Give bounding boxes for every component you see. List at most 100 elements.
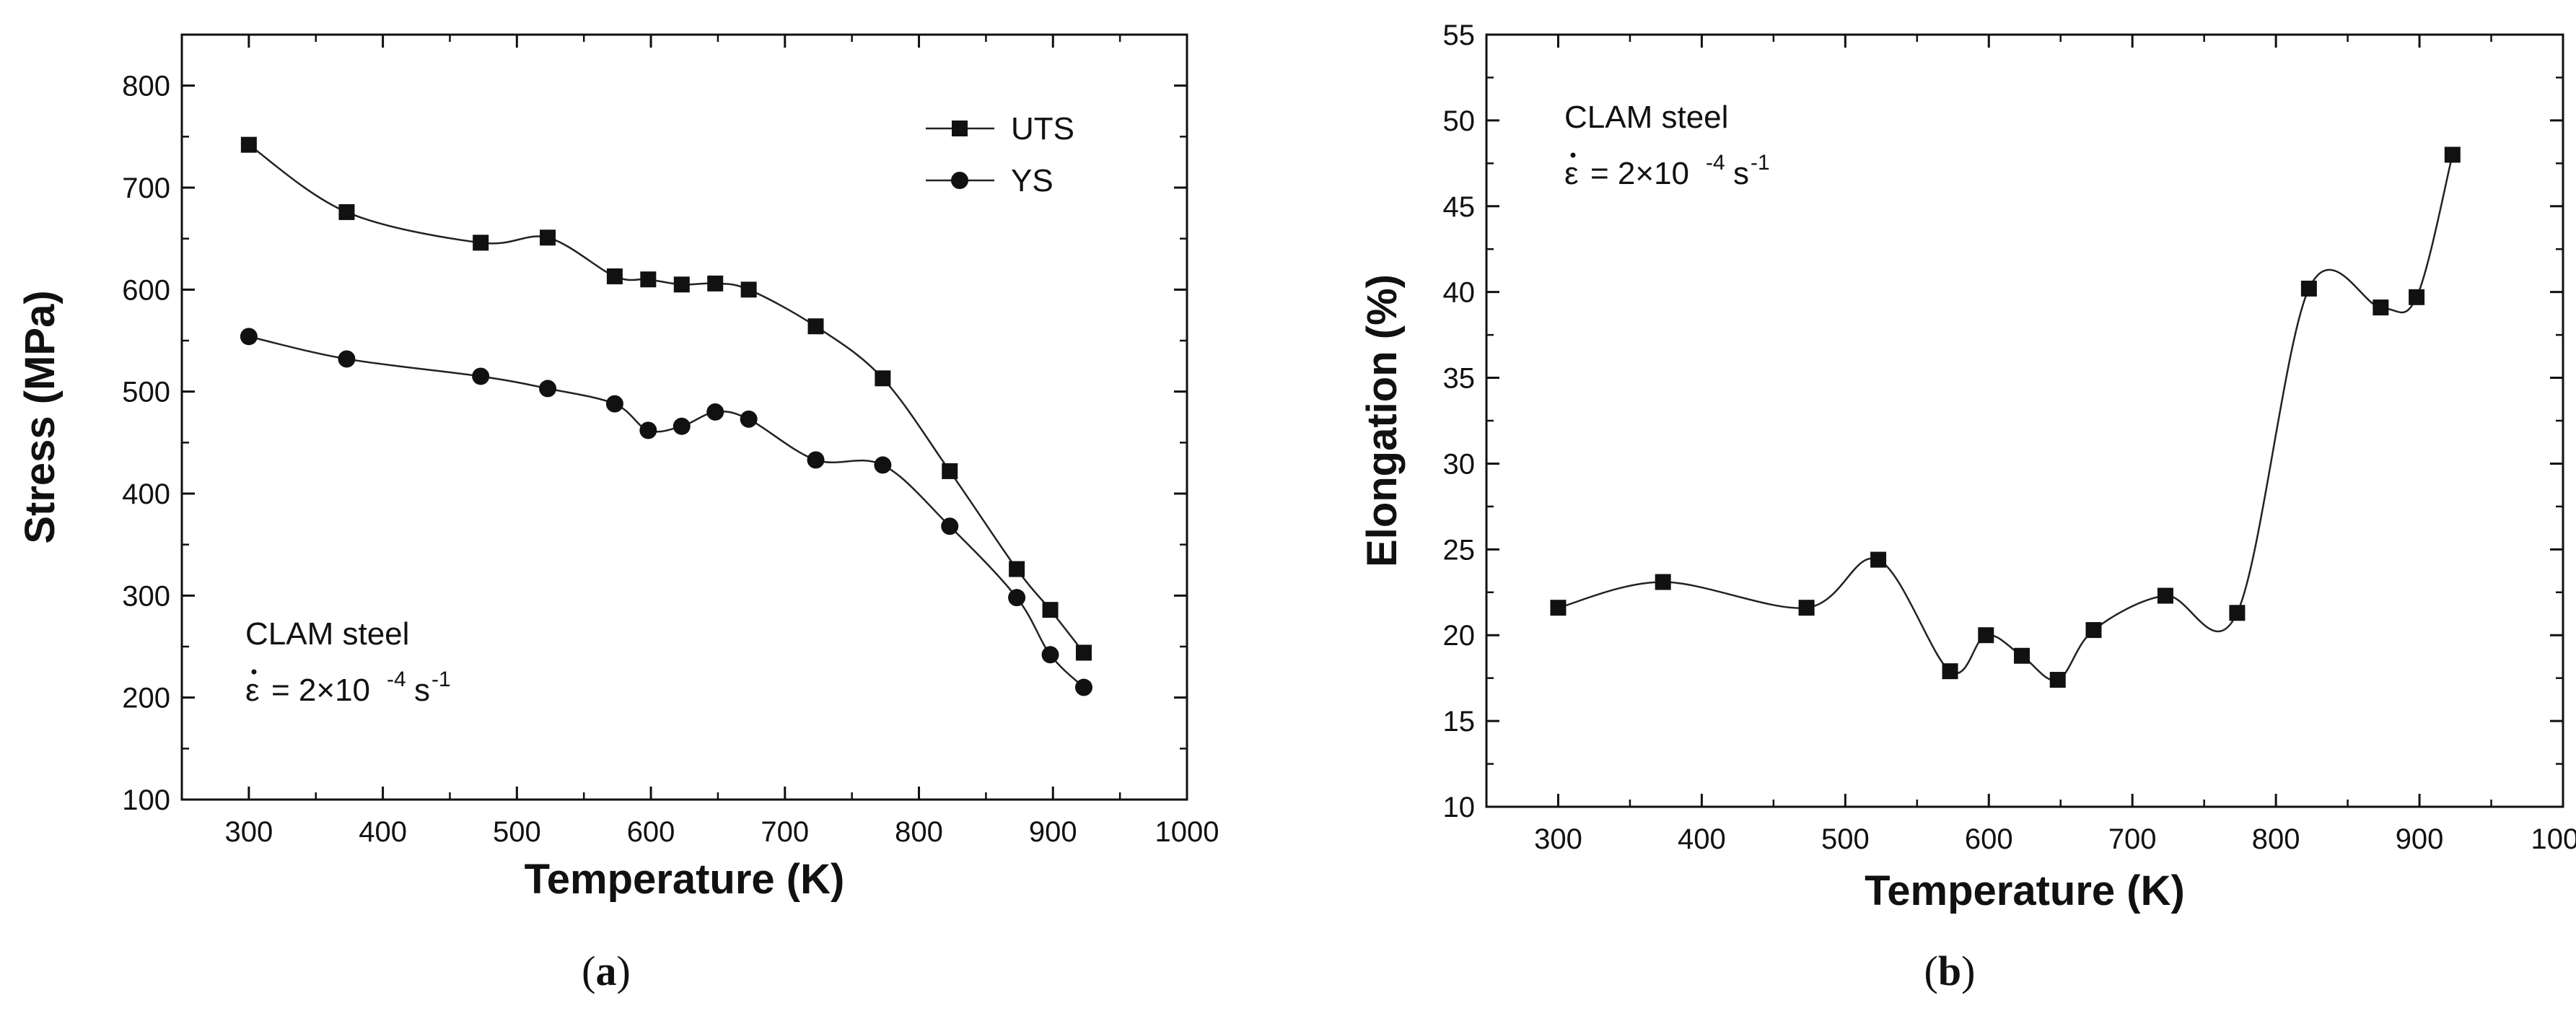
ys-point — [941, 517, 959, 535]
y-tick-label: 40 — [1443, 277, 1476, 309]
elongation-point — [2157, 587, 2173, 604]
uts-point — [1042, 602, 1059, 618]
elongation-point — [1550, 600, 1567, 616]
panel-label-b: (b) — [1924, 947, 1976, 994]
legend-marker-circle — [951, 172, 968, 189]
y-tick-label: 200 — [122, 683, 170, 714]
elongation-point — [1655, 574, 1671, 590]
uts-point — [338, 203, 355, 220]
panel-label-letter: b — [1938, 947, 1961, 994]
annotation-material: CLAM steel — [1564, 100, 1728, 135]
y-tick-label: 100 — [122, 784, 170, 816]
strain-rate-dot — [251, 669, 257, 675]
legend-label: UTS — [1011, 111, 1074, 146]
uts-point — [473, 235, 489, 251]
y-tick-label: 50 — [1443, 105, 1476, 137]
elongation-point — [1870, 551, 1887, 568]
panel-label-a: (a) — [582, 947, 631, 994]
strain-rate-unit: s — [1733, 156, 1749, 191]
panel-label-letter: a — [596, 947, 617, 994]
y-tick-label: 400 — [122, 478, 170, 510]
strain-rate-symbol: ε — [245, 673, 260, 708]
panel-label-text: (b) — [1924, 947, 1976, 994]
ys-point — [706, 403, 724, 421]
x-tick-label: 900 — [1029, 816, 1077, 848]
y-tick-label: 45 — [1443, 191, 1476, 223]
x-axis-title: Temperature (K) — [1865, 867, 2185, 914]
x-tick-label: 600 — [1965, 823, 2013, 855]
plot-frame — [1485, 33, 2564, 808]
elongation-point — [2085, 622, 2102, 639]
ys-point — [673, 417, 691, 435]
y-axis-title: Elongation (%) — [1359, 274, 1406, 567]
strain-rate-value: = 2×10 — [1590, 156, 1689, 191]
x-tick-label: 400 — [1678, 823, 1726, 855]
ys-point — [605, 395, 623, 413]
ys-point — [472, 367, 490, 385]
y-tick-label: 35 — [1443, 363, 1476, 395]
strain-rate-exponent: -4 — [1706, 151, 1725, 175]
y-tick-label: 600 — [122, 274, 170, 306]
elongation-point — [1798, 600, 1815, 616]
y-tick-label: 55 — [1443, 19, 1476, 51]
uts-point — [673, 276, 690, 293]
ys-point — [639, 421, 657, 439]
x-tick-label: 1000 — [2531, 823, 2576, 855]
elongation-curve — [1558, 154, 2454, 682]
annotation-block: CLAM steel ε = 2×10 -4 s -1 — [245, 616, 451, 708]
plot-frame — [180, 33, 1188, 801]
y-tick-label: 20 — [1443, 620, 1476, 652]
x-tick-label: 500 — [493, 816, 541, 848]
uts-point — [540, 229, 556, 246]
y-tick-label: 10 — [1443, 792, 1476, 823]
x-tick-label: 800 — [895, 816, 943, 848]
uts-point — [606, 268, 623, 284]
annotation-material: CLAM steel — [245, 616, 409, 652]
series-uts — [240, 136, 1092, 661]
y-tick-label: 800 — [122, 71, 170, 102]
x-tick-label: 800 — [2252, 823, 2300, 855]
elongation-point — [2229, 605, 2246, 621]
x-tick-label: 1000 — [1155, 816, 1219, 848]
y-axis-title: Stress (MPa) — [17, 290, 63, 543]
legend-label: YS — [1011, 163, 1053, 198]
series-ys — [240, 328, 1092, 696]
uts-point — [807, 318, 824, 335]
uts-point — [1075, 644, 1092, 661]
ys-point — [1041, 646, 1059, 664]
uts-point — [942, 463, 958, 479]
ys-point — [539, 380, 557, 398]
y-tick-label: 15 — [1443, 706, 1476, 738]
elongation-point — [1942, 663, 1958, 680]
chart-panel-a: 300 400 500 600 700 800 900 1000 100 200 300 400 500… — [17, 33, 1219, 994]
uts-point — [875, 370, 891, 387]
uts-curve — [248, 144, 1085, 654]
ys-point — [874, 456, 892, 474]
panel-label-text: (a) — [582, 947, 631, 994]
x-axis-title: Temperature (K) — [525, 856, 845, 903]
elongation-point — [2049, 672, 2066, 688]
ys-point — [1008, 589, 1026, 607]
y-tick-label: 30 — [1443, 448, 1476, 480]
x-tick-label: 700 — [2108, 823, 2157, 855]
ys-point — [1074, 678, 1092, 696]
ys-point — [807, 451, 825, 469]
legend-marker-square — [952, 121, 968, 136]
legend: UTS YS — [926, 111, 1074, 198]
ys-point — [338, 350, 356, 368]
chart-panel-b: 300 400 500 600 700 800 900 1000 10 15 20 25 30 35 40 4… — [1359, 19, 2576, 994]
uts-point — [1009, 561, 1025, 577]
ys-point — [240, 328, 258, 346]
x-tick-label: 900 — [2396, 823, 2444, 855]
elongation-point — [2014, 647, 2030, 664]
strain-rate-unit-exponent: -1 — [1751, 151, 1770, 175]
elongation-point — [2300, 280, 2317, 297]
uts-point — [707, 275, 724, 292]
elongation-point — [2444, 146, 2461, 163]
y-tick-label: 300 — [122, 580, 170, 612]
elongation-point — [2373, 299, 2389, 316]
y-tick-label: 500 — [122, 377, 170, 408]
strain-rate-value: = 2×10 — [271, 673, 370, 708]
x-tick-label: 400 — [359, 816, 407, 848]
